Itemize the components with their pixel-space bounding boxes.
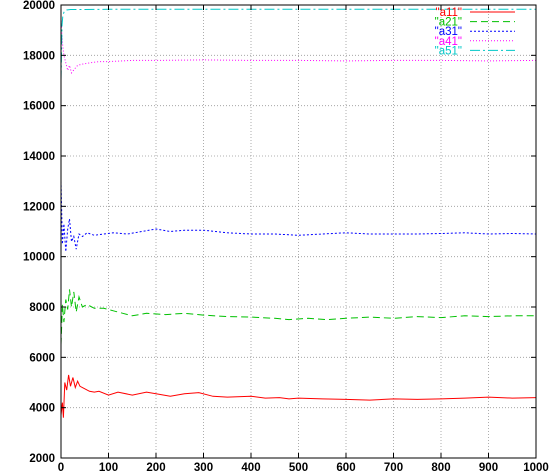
legend-label-5: "a51" (435, 45, 462, 57)
series-line-2 (60, 289, 536, 345)
series-line-3 (60, 181, 537, 252)
y-tick-label: 6000 (29, 352, 55, 364)
y-tick-label: 8000 (29, 302, 55, 314)
y-tick-label: 20000 (23, 0, 55, 12)
y-tick-label: 18000 (23, 50, 55, 62)
x-tick-label: 800 (431, 462, 450, 474)
series-line-1 (60, 374, 537, 418)
y-tick-label: 14000 (23, 151, 55, 163)
x-tick-label: 900 (479, 462, 498, 474)
legend-label-3: "a31" (435, 26, 462, 38)
legend-label-4: "a41" (435, 36, 462, 48)
legend: "a11""a21""a31""a41""a51" (435, 7, 515, 57)
legend-label-1: "a11" (436, 7, 463, 19)
y-tick-label: 4000 (29, 403, 55, 415)
legend-label-2: "a21" (435, 17, 462, 29)
x-tick-label: 400 (241, 462, 260, 474)
x-tick-label: 200 (146, 462, 165, 474)
x-tick-label: 100 (99, 462, 118, 474)
series-line-4 (60, 17, 537, 75)
x-tick-label: 0 (58, 462, 64, 474)
x-tick-label: 300 (194, 462, 213, 474)
y-tick-label: 10000 (23, 252, 55, 264)
y-tick-label: 2000 (29, 453, 55, 465)
x-tick-label: 1000 (523, 462, 549, 474)
axis-ticks: 0 100 200 300 400 500 600 700 800 900 1000 2000 4000… (23, 0, 549, 474)
y-tick-label: 16000 (23, 101, 55, 113)
plot-frame (60, 4, 537, 459)
x-tick-label: 600 (336, 462, 355, 474)
grid (61, 5, 536, 458)
y-tick-label: 12000 (23, 201, 55, 213)
x-tick-label: 500 (289, 462, 308, 474)
x-tick-label: 700 (384, 462, 403, 474)
